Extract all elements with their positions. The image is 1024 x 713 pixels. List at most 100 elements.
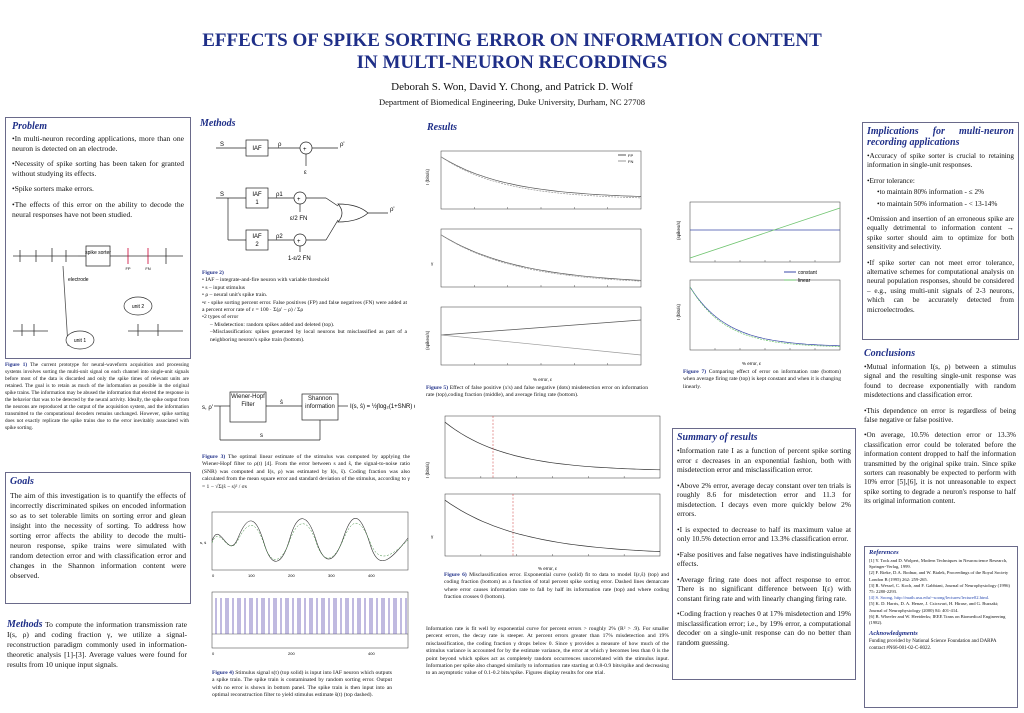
ylabel-bits-fig5: Ι (bits/s) — [425, 168, 430, 185]
figure7-label: Figure 7) — [683, 369, 707, 375]
misdetection-plots: Ι (bits/s) γ (spikes/s) % error, ε FP FN — [425, 150, 642, 382]
diag-s-bottom: s — [260, 433, 263, 439]
fn-label: FN — [145, 266, 150, 271]
fig5-info-panel — [440, 150, 642, 210]
figure2-item: – Misdetection: random spikes added and … — [210, 321, 335, 328]
fig6-coding-panel — [444, 493, 661, 557]
poster-title: EFFECTS OF SPIKE SORTING ERROR ON INFORM… — [0, 30, 1024, 74]
reference-item[interactable]: [4] S. Soong, http://math.usu.edu/~soong… — [869, 595, 990, 601]
diag-iaf1: IAF — [252, 192, 262, 198]
figure5-label: Figure 5) — [426, 385, 449, 391]
diag-iaf2: IAF — [252, 234, 262, 240]
figure1-label: Figure 1) — [5, 362, 28, 368]
linear-info-curve — [689, 286, 841, 347]
reconstruction-diagram: s, ρ' Wiener-Hopf Filter ŝ Shannon infor… — [202, 391, 415, 441]
figure3-text: The optimal linear estimate of the stimu… — [202, 454, 410, 490]
fn-coding-curve — [440, 234, 642, 282]
fig7-rate-panel — [689, 201, 841, 263]
figure2-item: •ε - spike sorting percent error. False … — [202, 299, 407, 314]
problem-bullet: •The effects of this error on the abilit… — [12, 199, 184, 219]
electrode-diagram: spike sorter FP FN electrode unit 2 unit… — [13, 245, 183, 350]
conclusions-heading: Conclusions — [864, 348, 916, 359]
reference-item: [6] B. Wheeler and W. Heetderks; IEEE Tr… — [869, 613, 1006, 626]
figure2-item: •2 types of error — [202, 314, 239, 321]
diag-rho-prime: ρ' — [340, 142, 345, 148]
problem-bullets: •In multi-neuron recording applications,… — [6, 132, 190, 227]
diag-rho-prime-out: ρ' — [390, 207, 395, 213]
wiener-filter-label: Wiener-Hopf Filter — [231, 394, 265, 408]
figure5-caption: Figure 5) Effect of false positive (x's)… — [426, 385, 648, 400]
implications-bullet: •to maintain 80% information - ≤ 2% — [877, 188, 985, 197]
fig5-rate-panel — [440, 306, 642, 366]
conclusions-bullet: •On average, 10.5% detection error or 13… — [864, 431, 1016, 506]
ylabel-bits-fig6: Ι (bits/s) — [425, 461, 430, 478]
ylabel-bits-fig7: Ι (bits/s) — [676, 303, 681, 320]
figure2-item: • s – input stimulus — [202, 284, 245, 291]
figure2-caption: Figure 2) • IAF – integrate-and-fire neu… — [202, 270, 407, 344]
summary-bullet: •Above 2% error, average decay constant … — [677, 480, 851, 519]
problem-bullet: •In multi-neuron recording applications,… — [12, 134, 184, 153]
problem-heading: Problem — [12, 121, 47, 132]
figure2-label: Figure 2) — [202, 270, 224, 276]
goals-box: Goals The aim of this investigation is t… — [5, 472, 191, 604]
ylabel-gamma-fig5: γ — [431, 261, 434, 266]
figure4-caption: Figure 4) Stimulus signal s(t) (top soli… — [212, 670, 392, 700]
summary-bullets: •Information rate Ι as a function of per… — [673, 443, 855, 656]
coding-fit-curve — [444, 499, 661, 552]
implications-heading: Implications for multi-neuron recording … — [867, 126, 1014, 148]
figure2-item: –Misclassification: spikes generated by … — [210, 329, 407, 343]
implications-bullet: •Omission and insertion of an erroneous … — [867, 215, 1014, 252]
figure1-text: The current prototype for neural-wavefor… — [5, 362, 190, 431]
acknowledgments-text: Funding provided by National Science Fou… — [869, 639, 997, 651]
fn-rate-line — [440, 334, 642, 356]
diag-s-hat: ŝ — [280, 400, 283, 406]
implications-box: Implications for multi-neuron recording … — [862, 122, 1019, 340]
department: Department of Biomedical Engineering, Du… — [379, 97, 645, 107]
plot-ylabel: s, ŝ — [200, 540, 206, 545]
ylabel-spikes-fig7: (spikes/s) — [676, 220, 681, 240]
conclusions-bullet: •Mutual information Ι(s, ρ) between a st… — [864, 363, 1016, 400]
summary-bullet: •False positives and false negatives hav… — [677, 549, 851, 569]
implications-bullet: •Accuracy of spike sorter is crucial to … — [867, 152, 1014, 170]
tick: 0 — [212, 573, 215, 578]
misclassification-plots: Ι (bits/s) γ % error, ε — [425, 415, 661, 571]
tick: 100 — [248, 573, 255, 578]
spike-sorter-label: spike sorter — [85, 250, 111, 256]
conclusions-bullets: •Mutual information Ι(s, ρ) between a st… — [864, 359, 1016, 507]
references-heading: References — [869, 549, 899, 556]
problem-bullet: •Spike sorters make errors. — [12, 184, 94, 194]
fp-info-curve — [440, 156, 642, 197]
figure4-label: Figure 4) — [212, 670, 234, 676]
implications-bullet: •Error tolerance: — [867, 176, 915, 185]
tick: 300 — [328, 573, 335, 578]
spike-train-plot: 0 200 400 — [211, 591, 409, 656]
authors: Deborah S. Won, David Y. Chong, and Patr… — [391, 81, 633, 93]
reference-item: [5] K. D. Harris, D. A. Henze, J. Csicsv… — [869, 601, 999, 613]
xlabel-fig6: % error, ε — [538, 566, 557, 571]
tick: 0 — [212, 651, 215, 656]
figure7-caption: Figure 7) Comparing effect of error on i… — [683, 369, 841, 391]
figure6-caption: Figure 6) Misclassification error. Expon… — [444, 572, 669, 602]
title-line-1: EFFECTS OF SPIKE SORTING ERROR ON INFORM… — [202, 30, 822, 51]
estimate-trace — [211, 523, 409, 560]
figure6-label: Figure 6) — [444, 572, 467, 578]
goals-heading: Goals — [10, 476, 34, 487]
ylabel-gamma-fig6: γ — [431, 534, 434, 539]
diag-s-mid: S — [220, 192, 224, 198]
fp-label: FP — [125, 266, 130, 271]
problem-box: Problem •In multi-neuron recording appli… — [5, 117, 191, 359]
diag-eps: ε — [304, 170, 307, 176]
figure3-label: Figure 3) — [202, 454, 226, 460]
diag-rho1: ρ1 — [276, 192, 283, 198]
goals-text: The aim of this investigation is to quan… — [10, 491, 186, 580]
fn-info-curve — [440, 156, 642, 199]
implications-bullet: •If spike sorter can not meet error tole… — [867, 258, 1014, 314]
ylabel-spikes-fig5: (spikes/s) — [425, 330, 430, 350]
legend-fp: FP — [628, 153, 633, 158]
plus-icon: + — [303, 147, 307, 153]
summary-bullet: •Average firing rate does not affect res… — [677, 574, 851, 603]
figure2-item: • IAF – integrate-and-fire neuron with v… — [202, 277, 329, 284]
summary-box: Summary of results •Information rate Ι a… — [672, 428, 856, 680]
legend-constant: constant — [798, 270, 818, 276]
figure7-text: Comparing effect of error on information… — [683, 369, 841, 390]
